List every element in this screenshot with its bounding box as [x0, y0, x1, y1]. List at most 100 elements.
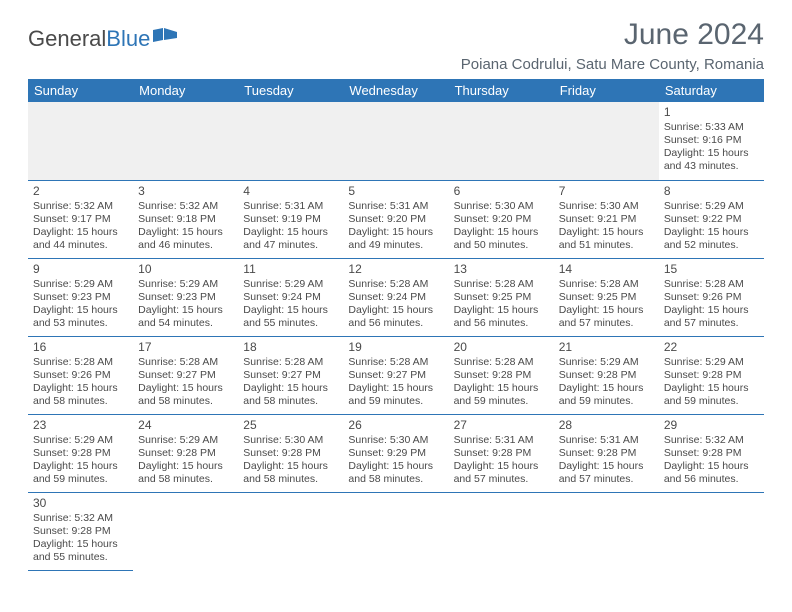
sunset-text: Sunset: 9:24 PM: [243, 291, 338, 304]
sunset-text: Sunset: 9:27 PM: [243, 369, 338, 382]
daylight-text: and 58 minutes.: [138, 473, 233, 486]
sunrise-text: Sunrise: 5:28 AM: [348, 356, 443, 369]
calendar-cell: [343, 102, 448, 180]
daylight-text: and 58 minutes.: [348, 473, 443, 486]
calendar-week-row: 16Sunrise: 5:28 AMSunset: 9:26 PMDayligh…: [28, 336, 764, 414]
daylight-text: Daylight: 15 hours: [348, 304, 443, 317]
calendar-cell: 21Sunrise: 5:29 AMSunset: 9:28 PMDayligh…: [554, 336, 659, 414]
sunrise-text: Sunrise: 5:30 AM: [454, 200, 549, 213]
daylight-text: Daylight: 15 hours: [559, 304, 654, 317]
calendar-week-row: 23Sunrise: 5:29 AMSunset: 9:28 PMDayligh…: [28, 414, 764, 492]
day-number: 5: [348, 184, 443, 199]
daylight-text: and 56 minutes.: [664, 473, 759, 486]
day-number: 7: [559, 184, 654, 199]
calendar-cell: 12Sunrise: 5:28 AMSunset: 9:24 PMDayligh…: [343, 258, 448, 336]
daylight-text: Daylight: 15 hours: [348, 226, 443, 239]
sunrise-text: Sunrise: 5:29 AM: [243, 278, 338, 291]
calendar-cell: 16Sunrise: 5:28 AMSunset: 9:26 PMDayligh…: [28, 336, 133, 414]
daylight-text: Daylight: 15 hours: [33, 538, 128, 551]
daylight-text: Daylight: 15 hours: [33, 304, 128, 317]
sunrise-text: Sunrise: 5:28 AM: [454, 278, 549, 291]
day-number: 26: [348, 418, 443, 433]
sunrise-text: Sunrise: 5:32 AM: [138, 200, 233, 213]
calendar-cell: 11Sunrise: 5:29 AMSunset: 9:24 PMDayligh…: [238, 258, 343, 336]
day-number: 18: [243, 340, 338, 355]
daylight-text: and 51 minutes.: [559, 239, 654, 252]
calendar-cell: 6Sunrise: 5:30 AMSunset: 9:20 PMDaylight…: [449, 180, 554, 258]
sunrise-text: Sunrise: 5:29 AM: [559, 356, 654, 369]
sunrise-text: Sunrise: 5:31 AM: [243, 200, 338, 213]
daylight-text: Daylight: 15 hours: [664, 460, 759, 473]
sunrise-text: Sunrise: 5:29 AM: [664, 356, 759, 369]
calendar-cell: 18Sunrise: 5:28 AMSunset: 9:27 PMDayligh…: [238, 336, 343, 414]
header: GeneralBlue June 2024 Poiana Codrului, S…: [28, 18, 764, 73]
location-subtitle: Poiana Codrului, Satu Mare County, Roman…: [461, 56, 764, 73]
sunset-text: Sunset: 9:19 PM: [243, 213, 338, 226]
daylight-text: Daylight: 15 hours: [33, 460, 128, 473]
sunset-text: Sunset: 9:22 PM: [664, 213, 759, 226]
sunset-text: Sunset: 9:16 PM: [664, 134, 759, 147]
calendar-cell: 27Sunrise: 5:31 AMSunset: 9:28 PMDayligh…: [449, 414, 554, 492]
sunrise-text: Sunrise: 5:31 AM: [348, 200, 443, 213]
sunset-text: Sunset: 9:28 PM: [664, 369, 759, 382]
calendar-table: SundayMondayTuesdayWednesdayThursdayFrid…: [28, 79, 764, 571]
daylight-text: Daylight: 15 hours: [664, 147, 759, 160]
calendar-cell: 19Sunrise: 5:28 AMSunset: 9:27 PMDayligh…: [343, 336, 448, 414]
logo: GeneralBlue: [28, 26, 179, 52]
calendar-week-row: 9Sunrise: 5:29 AMSunset: 9:23 PMDaylight…: [28, 258, 764, 336]
day-number: 2: [33, 184, 128, 199]
daylight-text: and 59 minutes.: [664, 395, 759, 408]
sunset-text: Sunset: 9:20 PM: [454, 213, 549, 226]
calendar-cell: [133, 102, 238, 180]
daylight-text: and 56 minutes.: [348, 317, 443, 330]
day-number: 16: [33, 340, 128, 355]
sunrise-text: Sunrise: 5:28 AM: [454, 356, 549, 369]
calendar-cell: 3Sunrise: 5:32 AMSunset: 9:18 PMDaylight…: [133, 180, 238, 258]
sunrise-text: Sunrise: 5:29 AM: [664, 200, 759, 213]
flag-icon: [153, 24, 179, 50]
sunset-text: Sunset: 9:28 PM: [454, 369, 549, 382]
sunrise-text: Sunrise: 5:29 AM: [138, 278, 233, 291]
day-number: 6: [454, 184, 549, 199]
sunrise-text: Sunrise: 5:28 AM: [664, 278, 759, 291]
day-number: 19: [348, 340, 443, 355]
daylight-text: and 47 minutes.: [243, 239, 338, 252]
sunrise-text: Sunrise: 5:30 AM: [559, 200, 654, 213]
sunset-text: Sunset: 9:17 PM: [33, 213, 128, 226]
daylight-text: and 58 minutes.: [243, 395, 338, 408]
daylight-text: Daylight: 15 hours: [243, 304, 338, 317]
sunrise-text: Sunrise: 5:28 AM: [138, 356, 233, 369]
daylight-text: Daylight: 15 hours: [454, 226, 549, 239]
calendar-cell: 15Sunrise: 5:28 AMSunset: 9:26 PMDayligh…: [659, 258, 764, 336]
weekday-header: Wednesday: [343, 79, 448, 102]
daylight-text: Daylight: 15 hours: [33, 226, 128, 239]
sunset-text: Sunset: 9:27 PM: [348, 369, 443, 382]
calendar-cell: [554, 102, 659, 180]
sunset-text: Sunset: 9:20 PM: [348, 213, 443, 226]
daylight-text: Daylight: 15 hours: [138, 304, 233, 317]
daylight-text: and 59 minutes.: [454, 395, 549, 408]
sunset-text: Sunset: 9:18 PM: [138, 213, 233, 226]
calendar-cell: 29Sunrise: 5:32 AMSunset: 9:28 PMDayligh…: [659, 414, 764, 492]
calendar-cell: [238, 102, 343, 180]
calendar-cell: 22Sunrise: 5:29 AMSunset: 9:28 PMDayligh…: [659, 336, 764, 414]
daylight-text: Daylight: 15 hours: [33, 382, 128, 395]
sunrise-text: Sunrise: 5:30 AM: [243, 434, 338, 447]
day-number: 3: [138, 184, 233, 199]
calendar-cell: 14Sunrise: 5:28 AMSunset: 9:25 PMDayligh…: [554, 258, 659, 336]
daylight-text: and 59 minutes.: [559, 395, 654, 408]
sunrise-text: Sunrise: 5:33 AM: [664, 121, 759, 134]
calendar-header-row: SundayMondayTuesdayWednesdayThursdayFrid…: [28, 79, 764, 102]
daylight-text: and 56 minutes.: [454, 317, 549, 330]
daylight-text: and 58 minutes.: [243, 473, 338, 486]
sunset-text: Sunset: 9:28 PM: [33, 447, 128, 460]
sunrise-text: Sunrise: 5:32 AM: [33, 200, 128, 213]
daylight-text: Daylight: 15 hours: [664, 304, 759, 317]
daylight-text: Daylight: 15 hours: [664, 382, 759, 395]
weekday-header: Tuesday: [238, 79, 343, 102]
sunset-text: Sunset: 9:24 PM: [348, 291, 443, 304]
calendar-cell: 25Sunrise: 5:30 AMSunset: 9:28 PMDayligh…: [238, 414, 343, 492]
day-number: 4: [243, 184, 338, 199]
daylight-text: and 44 minutes.: [33, 239, 128, 252]
calendar-cell: [449, 102, 554, 180]
